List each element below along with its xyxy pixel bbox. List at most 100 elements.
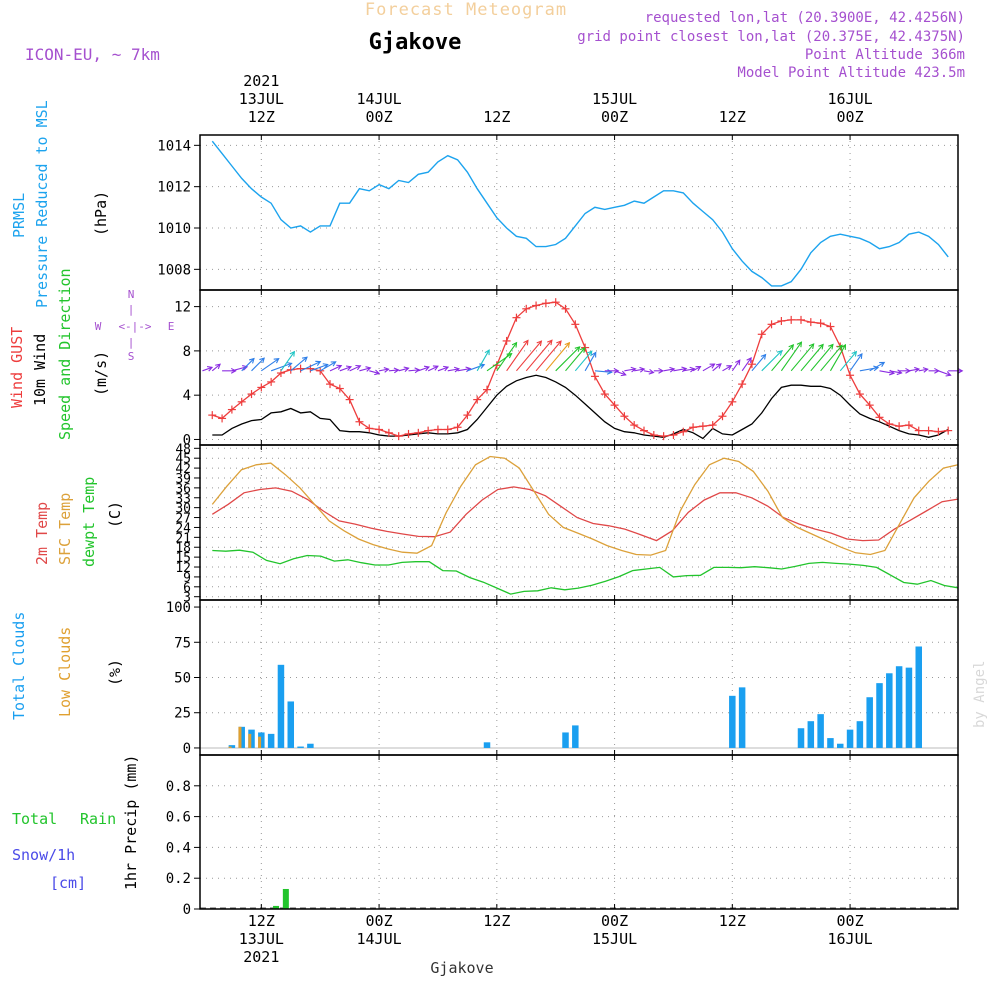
wind-direction-arrowhead [709, 363, 716, 369]
wind-direction-arrowhead [746, 357, 752, 363]
wind-direction-arrow [624, 368, 636, 372]
rain-bar [273, 905, 280, 909]
wind-direction-arrow [800, 344, 824, 372]
wind-direction-arrowhead [403, 366, 410, 373]
wind-direction-arrow [751, 354, 766, 372]
total-cloud-bar [837, 743, 844, 748]
rain-label: Rain [80, 810, 116, 828]
total-cloud-bar [817, 714, 824, 748]
bottom-time-label: 12Z [483, 912, 510, 930]
wind-direction-arrowhead [857, 352, 863, 359]
series-2m-temp-line [211, 486, 959, 542]
total-cloud-bar [886, 673, 893, 748]
wind-direction-arrow [614, 370, 626, 376]
wind-direction-arrow [663, 368, 675, 372]
wind-direction-arrow [211, 363, 221, 372]
wind-direction-arrowhead [695, 365, 702, 372]
wind-direction-arrowhead [484, 349, 490, 356]
wind-direction-arrow [810, 344, 834, 372]
wind-direction-arrow [761, 350, 783, 372]
wind-direction-arrowhead [215, 363, 221, 370]
wind-direction-arrowhead [648, 368, 655, 375]
wind-direction-arrow [398, 367, 409, 372]
wind-direction-arrowhead [620, 370, 627, 377]
temp-side-labels: 2m Temp SFC Temp dewpt Temp (C) [33, 477, 124, 567]
series-wind-gust-line [212, 301, 949, 437]
y-tick-label-precip: 0.4 [166, 840, 191, 856]
wind-direction-arrowhead [896, 369, 903, 376]
y-tick-label-temp: 39 [175, 472, 191, 487]
location-title: Gjakove [369, 30, 462, 55]
y-tick-label-wind: 4 [183, 388, 191, 404]
bottom-time-label: 00Z [366, 912, 393, 930]
low-cloud-bar [248, 733, 252, 748]
wind-direction-arrowhead [922, 367, 929, 373]
total-cloud-bar [483, 742, 491, 748]
model-point-altitude: Model Point Altitude 423.5m [737, 65, 965, 81]
bottom-time-label: 12Z [719, 912, 746, 930]
wind-direction-arrow [594, 370, 612, 373]
total-cloud-bar [287, 701, 295, 748]
wind-direction-arrowhead [945, 371, 952, 377]
bottom-time-label: 13JUL [239, 930, 284, 948]
wind-direction-arrowhead [613, 367, 620, 374]
wind-direction-arrow [702, 363, 715, 372]
y-tick-label-precip: 0.6 [166, 810, 191, 826]
wind-direction-arrow [437, 366, 449, 372]
wind-direction-arrowhead [760, 353, 767, 360]
wind-direction-arrowhead [453, 366, 461, 373]
compass-vertical: | [128, 303, 135, 316]
wind-direction-arrowhead [374, 369, 381, 376]
wind-direction-arrow [820, 344, 843, 372]
wind-direction-arrowhead [432, 365, 439, 371]
wind-direction-arrow [643, 370, 654, 374]
wind-direction-arrowhead [735, 359, 741, 366]
wind-direction-arrowhead [289, 350, 296, 357]
total-cloud-bar [846, 729, 854, 748]
wind-direction-arrowhead [423, 365, 431, 372]
y-tick-label-temp: 3 [183, 591, 191, 606]
total-cloud-bar [797, 728, 805, 748]
wind-direction-arrow [310, 363, 328, 372]
total-cloud-bar [905, 667, 913, 748]
cloud-side-labels: Total Clouds Low Clouds (%) [10, 612, 124, 720]
compass-south: S [128, 350, 135, 363]
requested-coords: requested lon,lat (20.3900E, 42.4256N) [645, 10, 965, 26]
series-dewpt-line [212, 549, 959, 595]
wind-direction-arrowhead [286, 362, 293, 368]
wind-direction-arrowhead [393, 367, 400, 374]
wind-direction-arrowhead [322, 363, 329, 369]
wind-direction-arrowhead [776, 349, 783, 356]
wind-direction-arrow [280, 351, 295, 372]
y-tick-label-pressure: 1012 [157, 180, 191, 196]
wind-direction-arrow [300, 361, 321, 372]
rain-bar [282, 888, 289, 909]
wind-direction-arrow [319, 361, 336, 372]
wind-direction-arrow [545, 342, 570, 372]
wind-direction-arrow [555, 346, 581, 372]
y-tick-label-clouds: 25 [174, 706, 191, 722]
wind-direction-arrow [251, 357, 265, 372]
wind-direction-arrow [525, 339, 553, 372]
wind-direction-arrow [634, 368, 645, 372]
wind-direction-arrowhead [873, 365, 880, 372]
total-cloud-bar [895, 666, 903, 748]
wind-direction-arrow [741, 357, 752, 372]
total-cloud-bar [228, 745, 236, 748]
bottom-time-label: 16JUL [827, 930, 872, 948]
wind-direction-arrowhead [556, 340, 562, 347]
wind-direction-arrowhead [230, 367, 237, 374]
y-tick-label-pressure: 1014 [157, 138, 191, 154]
bottom-time-label: 2021 [243, 948, 279, 966]
cm-label: [cm] [50, 874, 86, 892]
wind-direction-arrow [565, 347, 586, 372]
wind-direction-arrowhead [658, 367, 665, 374]
y-tick-label-temp: 9 [183, 571, 191, 586]
wind-direction-arrow [457, 368, 471, 372]
wind-speed-direction-label: Speed and Direction [56, 268, 74, 440]
wind-direction-arrowhead [818, 343, 824, 350]
wind-direction-arrow [849, 353, 863, 372]
series-sfc-temp-line [211, 455, 959, 556]
panel-frames [199, 134, 959, 910]
y-tick-label-temp: 33 [175, 492, 191, 507]
